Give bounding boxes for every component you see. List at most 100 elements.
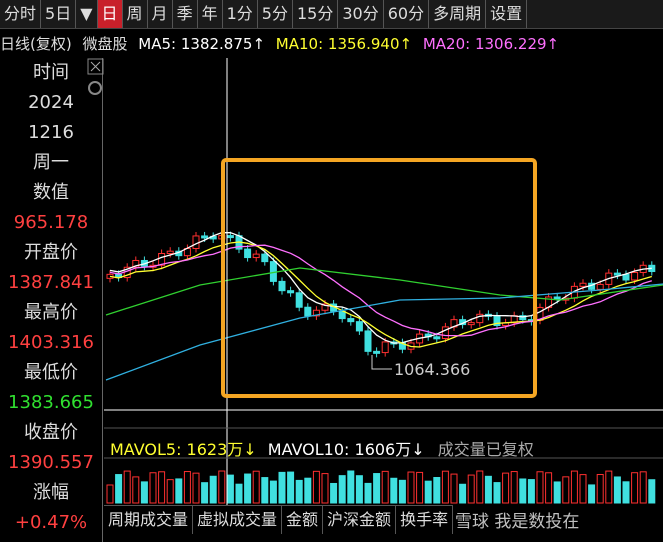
candle bbox=[312, 309, 320, 317]
volume-bar bbox=[158, 471, 166, 504]
period-tab[interactable]: 15分 bbox=[293, 0, 339, 28]
info-item: 1216 bbox=[28, 122, 74, 143]
period-tabs: 分时 5日 ▼ 日周月季年 1分 5分 15分 30分 60分 多周期 设置 bbox=[0, 0, 663, 29]
mavol5: MAVOL5: 1623万↓ bbox=[110, 440, 257, 459]
volume-bar bbox=[244, 473, 252, 504]
info-item: +0.47% bbox=[14, 512, 88, 533]
info-item: 时间 bbox=[33, 62, 69, 83]
volume-bar bbox=[596, 474, 604, 504]
ma5: MA5: 1382.875↑ bbox=[138, 35, 266, 53]
volume-bar bbox=[476, 470, 484, 504]
volume-bar bbox=[441, 470, 449, 504]
ma10: MA10: 1356.940↑ bbox=[275, 35, 413, 53]
volume-bar bbox=[149, 472, 157, 504]
volume-bar bbox=[166, 479, 174, 504]
period-tab[interactable]: ▼ bbox=[76, 0, 98, 28]
info-item: 965.178 bbox=[13, 212, 89, 233]
period-tab[interactable]: 月 bbox=[148, 0, 173, 28]
chart-label: 日线(复权) bbox=[0, 35, 72, 53]
watermark: 雪球 我是数投在 bbox=[455, 512, 580, 532]
indicator-tab[interactable]: 周期成交量 bbox=[104, 506, 194, 534]
volume-bar bbox=[424, 480, 432, 504]
period-tab[interactable]: 60分 bbox=[384, 0, 430, 28]
period-tab[interactable]: 年 bbox=[198, 0, 223, 28]
indicator-tabs: 周期成交量 虚拟成交量 金额 沪深金额 换手率 bbox=[104, 505, 454, 534]
candle bbox=[613, 272, 621, 276]
candle bbox=[381, 341, 389, 354]
volume-bar bbox=[588, 484, 596, 504]
volume-bar bbox=[493, 482, 501, 504]
highlight-box bbox=[221, 158, 537, 398]
period-tab[interactable]: 季 bbox=[173, 0, 198, 28]
volume-bar bbox=[459, 483, 467, 504]
candle bbox=[278, 280, 286, 292]
volume-bar bbox=[115, 474, 123, 504]
volume-bar bbox=[338, 475, 346, 504]
candle bbox=[347, 318, 355, 323]
info-item: 数值 bbox=[33, 182, 69, 203]
volume-bar bbox=[527, 479, 535, 504]
candle bbox=[355, 321, 363, 332]
volume-bar bbox=[579, 474, 587, 504]
volume-bar bbox=[183, 471, 191, 504]
indicator-tab[interactable]: 换手率 bbox=[396, 506, 454, 534]
mavol10: MAVOL10: 1606万↓ bbox=[267, 440, 425, 459]
volume-bar bbox=[123, 470, 131, 504]
volume-bar bbox=[613, 476, 621, 504]
volume-bar bbox=[269, 480, 277, 504]
candle bbox=[321, 303, 329, 311]
period-tab[interactable]: 多周期 bbox=[429, 0, 487, 28]
period-tab[interactable]: 周 bbox=[123, 0, 148, 28]
volume-bar bbox=[312, 470, 320, 504]
volume-bar bbox=[381, 470, 389, 504]
period-tab[interactable]: 分时 bbox=[0, 0, 42, 28]
volume-bar bbox=[226, 474, 234, 504]
volume-info: MAVOL5: 1623万↓ MAVOL10: 1606万↓ 成交量已复权 bbox=[110, 436, 534, 460]
indicator-tab[interactable]: 沪深金额 bbox=[323, 506, 397, 534]
indicator-tab[interactable]: 金额 bbox=[282, 506, 324, 534]
volume-bar bbox=[201, 482, 209, 504]
volume-bar bbox=[218, 470, 226, 504]
candle bbox=[579, 282, 587, 287]
period-tab[interactable]: 设置 bbox=[486, 0, 528, 28]
candle bbox=[441, 326, 449, 339]
volume-bar bbox=[639, 471, 647, 504]
candle bbox=[373, 350, 381, 354]
period-tab[interactable]: 5日 bbox=[41, 0, 77, 28]
volume-bar bbox=[450, 473, 458, 504]
candle bbox=[201, 235, 209, 239]
indicator-tab[interactable]: 虚拟成交量 bbox=[193, 506, 283, 534]
volume-bar bbox=[364, 482, 372, 504]
candle bbox=[364, 330, 372, 352]
candle bbox=[476, 313, 484, 324]
info-item: 1403.316 bbox=[8, 332, 94, 353]
period-tab[interactable]: 日 bbox=[97, 0, 123, 28]
volume-note: 成交量已复权 bbox=[437, 440, 534, 459]
info-item: 开盘价 bbox=[24, 242, 78, 263]
low-annotation: 1064.366 bbox=[394, 360, 470, 379]
candle bbox=[631, 271, 639, 281]
volume-bar bbox=[321, 473, 329, 504]
candle bbox=[295, 292, 303, 308]
volume-bar bbox=[390, 477, 398, 504]
info-item: 涨幅 bbox=[33, 482, 69, 503]
volume-bar bbox=[605, 470, 613, 504]
period-tab[interactable]: 30分 bbox=[338, 0, 384, 28]
period-tab[interactable]: 1分 bbox=[223, 0, 258, 28]
close-button bbox=[87, 58, 104, 75]
candle bbox=[519, 315, 527, 321]
volume-bar bbox=[175, 478, 183, 504]
info-item: 2024 bbox=[28, 92, 74, 113]
info-item: 1387.841 bbox=[8, 272, 94, 293]
volume-bar bbox=[106, 484, 114, 504]
info-panel: 时间 2024 1216 周一 数值 965.178 开盘价 1387.841 最高价 1403.… bbox=[0, 58, 103, 542]
volume-bar bbox=[355, 475, 363, 504]
ma120-line bbox=[105, 283, 663, 381]
info-item: 周一 bbox=[33, 152, 69, 173]
ma10-line bbox=[109, 241, 652, 348]
period-tab[interactable]: 5分 bbox=[258, 0, 293, 28]
candle bbox=[338, 310, 346, 320]
volume-bar bbox=[278, 471, 286, 504]
volume-bar bbox=[484, 475, 492, 504]
